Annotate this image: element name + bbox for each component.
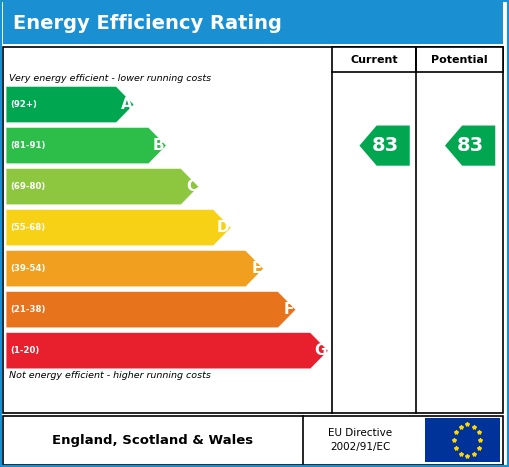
Text: C: C bbox=[186, 179, 197, 194]
Polygon shape bbox=[359, 126, 410, 166]
Text: A: A bbox=[121, 97, 132, 112]
Polygon shape bbox=[6, 169, 199, 205]
Polygon shape bbox=[6, 127, 166, 163]
Text: (55-68): (55-68) bbox=[10, 223, 45, 232]
Text: EU Directive: EU Directive bbox=[328, 428, 392, 438]
Text: Very energy efficient - lower running costs: Very energy efficient - lower running co… bbox=[9, 74, 211, 83]
Polygon shape bbox=[6, 210, 231, 246]
Polygon shape bbox=[6, 292, 296, 328]
Text: Potential: Potential bbox=[431, 55, 488, 64]
Bar bbox=[3, 47, 503, 413]
Text: Current: Current bbox=[350, 55, 398, 64]
Text: (39-54): (39-54) bbox=[10, 264, 45, 273]
Text: England, Scotland & Wales: England, Scotland & Wales bbox=[52, 434, 253, 446]
Text: (69-80): (69-80) bbox=[10, 182, 45, 191]
Bar bbox=[3, 2, 503, 44]
Text: (1-20): (1-20) bbox=[10, 346, 39, 355]
Bar bbox=[3, 416, 503, 465]
Bar bbox=[425, 418, 500, 462]
Text: 83: 83 bbox=[372, 136, 399, 155]
Bar bbox=[332, 47, 416, 72]
Text: G: G bbox=[314, 343, 327, 358]
Text: (21-38): (21-38) bbox=[10, 305, 45, 314]
Text: F: F bbox=[284, 302, 294, 317]
Text: Energy Efficiency Rating: Energy Efficiency Rating bbox=[13, 14, 281, 33]
Polygon shape bbox=[6, 333, 328, 369]
Text: D: D bbox=[217, 220, 230, 235]
Polygon shape bbox=[6, 251, 263, 287]
Text: B: B bbox=[153, 138, 165, 153]
Text: E: E bbox=[251, 261, 262, 276]
Bar bbox=[416, 47, 503, 72]
Text: (92+): (92+) bbox=[10, 100, 37, 109]
Polygon shape bbox=[6, 86, 134, 123]
Text: 2002/91/EC: 2002/91/EC bbox=[330, 442, 390, 452]
Text: (81-91): (81-91) bbox=[10, 141, 45, 150]
Polygon shape bbox=[445, 126, 495, 166]
Text: 83: 83 bbox=[457, 136, 484, 155]
Text: Not energy efficient - higher running costs: Not energy efficient - higher running co… bbox=[9, 371, 211, 381]
